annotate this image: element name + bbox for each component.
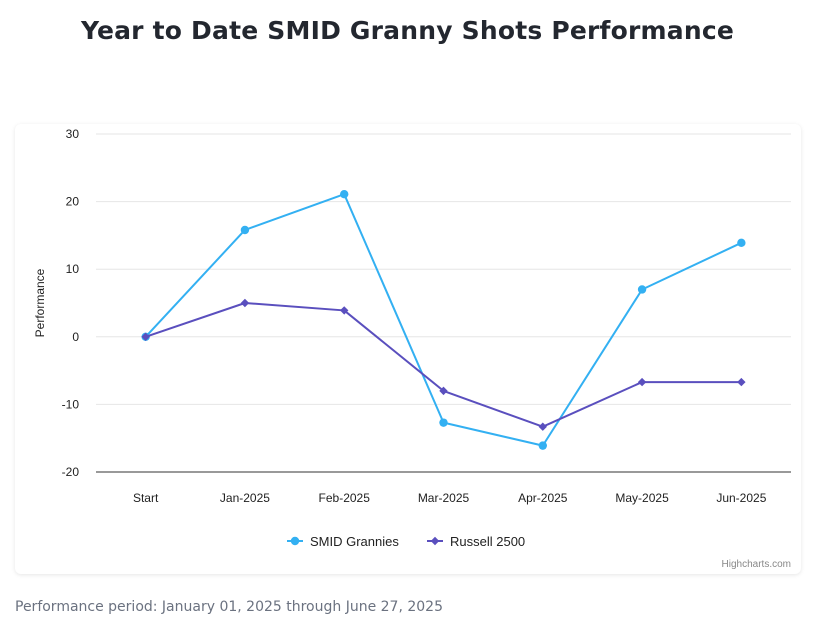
series-russell-2500[interactable] [141,298,746,431]
y-tick-label: 10 [66,262,80,276]
data-point-circle[interactable] [340,189,349,199]
x-tick-label: Feb-2025 [319,491,371,505]
y-tick-label: -10 [62,397,80,411]
data-point-diamond[interactable] [737,377,746,387]
data-point-circle[interactable] [240,225,250,235]
series-line[interactable] [144,302,743,428]
page-title: Year to Date SMID Granny Shots Performan… [80,16,735,45]
y-tick-label: 20 [66,195,80,209]
series-smid-grannies[interactable] [141,189,746,450]
data-point-diamond[interactable] [141,332,150,341]
data-point-circle[interactable] [637,285,647,294]
x-tick-label: May-2025 [615,491,669,505]
data-point-diamond[interactable] [240,298,250,308]
chart-container: 30 20 10 0 -10 -20 Performance Start Jan-2025 Fe… [15,124,801,574]
x-tick-label: Start [133,491,159,505]
legend-item-russell-2500[interactable]: Russell 2500 [427,534,525,549]
data-point-circle[interactable] [737,238,746,248]
y-tick-label: -20 [62,465,80,479]
legend: SMID Grannies Russell 2500 [287,534,525,549]
data-point-diamond[interactable] [538,422,547,431]
series-group [141,189,746,450]
performance-line-chart: 30 20 10 0 -10 -20 Performance Start Jan-2025 Fe… [33,127,791,570]
legend-label: Russell 2500 [450,534,525,549]
performance-period-note: Performance period: January 01, 2025 thr… [15,599,443,615]
data-point-circle[interactable] [538,441,547,450]
legend-diamond-icon [430,536,440,546]
x-tick-label: Mar-2025 [418,491,470,505]
y-tick-label: 0 [72,330,79,344]
grid-lines [96,133,791,405]
x-axis: Start Jan-2025 Feb-2025 Mar-2025 Apr-2025 May… [96,471,791,505]
y-axis-title: Performance [33,268,47,337]
y-tick-label: 30 [66,127,80,141]
data-point-diamond[interactable] [340,306,349,315]
y-axis: 30 20 10 0 -10 -20 Performance [33,127,79,479]
x-tick-label: Jan-2025 [220,491,270,505]
legend-circle-icon [290,536,300,546]
legend-label: SMID Grannies [310,534,399,549]
x-tick-label: Jun-2025 [716,491,766,505]
series-line[interactable] [144,193,743,447]
data-point-circle[interactable] [439,418,448,427]
legend-item-smid-grannies[interactable]: SMID Grannies [287,534,399,549]
data-point-diamond[interactable] [439,386,448,396]
highcharts-credit[interactable]: Highcharts.com [722,559,791,570]
x-tick-label: Apr-2025 [518,491,568,505]
data-point-diamond[interactable] [637,377,647,387]
